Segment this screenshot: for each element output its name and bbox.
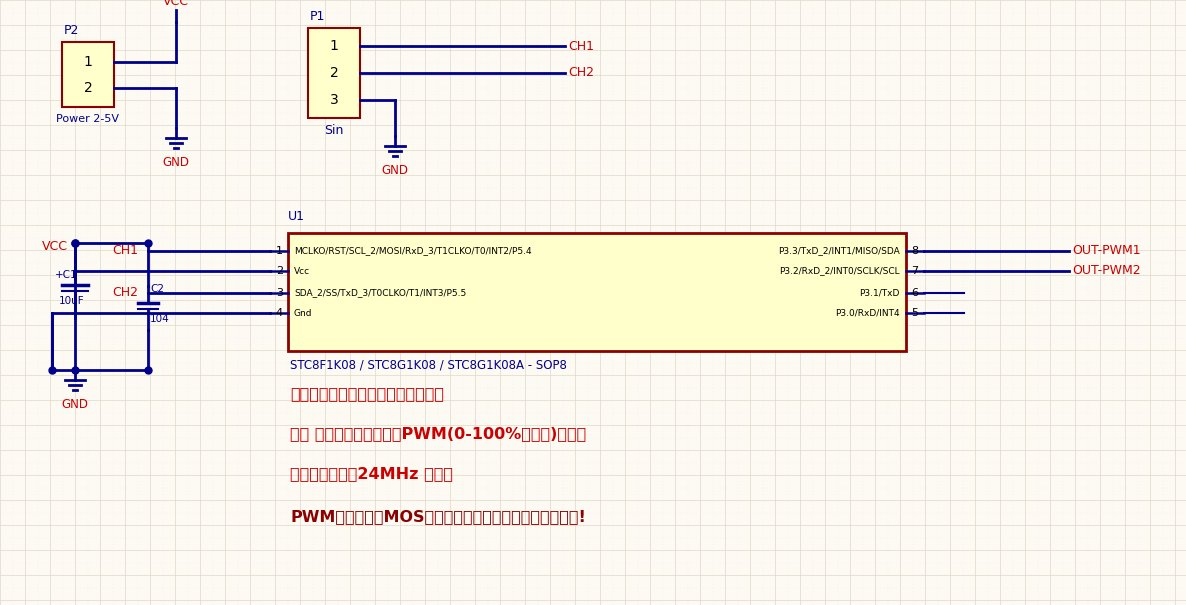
Text: 104: 104 xyxy=(149,314,170,324)
Text: 萝卜 两路舵机信号转两路PWM(0-100%占空比)电路！: 萝卜 两路舵机信号转两路PWM(0-100%占空比)电路！ xyxy=(291,426,586,441)
Text: 5: 5 xyxy=(911,308,918,318)
Text: 6: 6 xyxy=(911,288,918,298)
Text: SDA_2/SS/TxD_3/T0CLKO/T1/INT3/P5.5: SDA_2/SS/TxD_3/T0CLKO/T1/INT3/P5.5 xyxy=(294,289,466,298)
Text: 3: 3 xyxy=(330,93,338,107)
Text: 1: 1 xyxy=(83,55,93,69)
Text: VCC: VCC xyxy=(42,240,68,252)
Text: GND: GND xyxy=(382,164,408,177)
Text: 单片机运行频率24MHz ！！！: 单片机运行频率24MHz ！！！ xyxy=(291,466,453,481)
Bar xyxy=(308,28,361,118)
Text: OUT-PWM1: OUT-PWM1 xyxy=(1072,244,1141,258)
Bar xyxy=(62,42,114,107)
Bar xyxy=(288,233,906,351)
Text: P1: P1 xyxy=(310,10,325,23)
Text: PWM输出可以接MOS管可用于灯光调亮度或有刷电机调速!: PWM输出可以接MOS管可用于灯光调亮度或有刷电机调速! xyxy=(291,509,586,524)
Text: 8: 8 xyxy=(911,246,918,256)
Text: C2: C2 xyxy=(149,284,164,294)
Text: 7: 7 xyxy=(911,266,918,276)
Text: GND: GND xyxy=(162,156,190,169)
Text: P3.1/TxD: P3.1/TxD xyxy=(860,289,900,298)
Text: CH1: CH1 xyxy=(568,39,594,53)
Text: Gnd: Gnd xyxy=(294,309,312,318)
Text: P2: P2 xyxy=(64,24,79,37)
Text: Vcc: Vcc xyxy=(294,266,310,275)
Text: Sin: Sin xyxy=(324,124,344,137)
Text: 2: 2 xyxy=(84,81,93,95)
Text: P3.0/RxD/INT4: P3.0/RxD/INT4 xyxy=(835,309,900,318)
Text: 4: 4 xyxy=(276,308,283,318)
Text: CH1: CH1 xyxy=(111,244,138,258)
Text: 1: 1 xyxy=(276,246,283,256)
Text: GND: GND xyxy=(62,398,89,411)
Text: CH2: CH2 xyxy=(568,67,594,79)
Text: +C1: +C1 xyxy=(55,270,77,280)
Text: 2: 2 xyxy=(276,266,283,276)
Text: STC8F1K08 / STC8G1K08 / STC8G1K08A - SOP8: STC8F1K08 / STC8G1K08 / STC8G1K08A - SOP… xyxy=(291,359,567,372)
Text: 1: 1 xyxy=(330,39,338,53)
Text: 2: 2 xyxy=(330,66,338,80)
Text: U1: U1 xyxy=(288,210,305,223)
Text: Power 2-5V: Power 2-5V xyxy=(57,114,120,124)
Text: OUT-PWM2: OUT-PWM2 xyxy=(1072,264,1141,278)
Text: P3.3/TxD_2/INT1/MISO/SDA: P3.3/TxD_2/INT1/MISO/SDA xyxy=(778,246,900,255)
Text: 以上三种型号单片机通用程序固件！: 以上三种型号单片机通用程序固件！ xyxy=(291,386,444,401)
Text: 10uF: 10uF xyxy=(59,296,84,306)
Text: 3: 3 xyxy=(276,288,283,298)
Text: CH2: CH2 xyxy=(111,287,138,299)
Text: VCC: VCC xyxy=(162,0,189,8)
Text: P3.2/RxD_2/INT0/SCLK/SCL: P3.2/RxD_2/INT0/SCLK/SCL xyxy=(779,266,900,275)
Text: MCLKO/RST/SCL_2/MOSI/RxD_3/T1CLKO/T0/INT2/P5.4: MCLKO/RST/SCL_2/MOSI/RxD_3/T1CLKO/T0/INT… xyxy=(294,246,531,255)
